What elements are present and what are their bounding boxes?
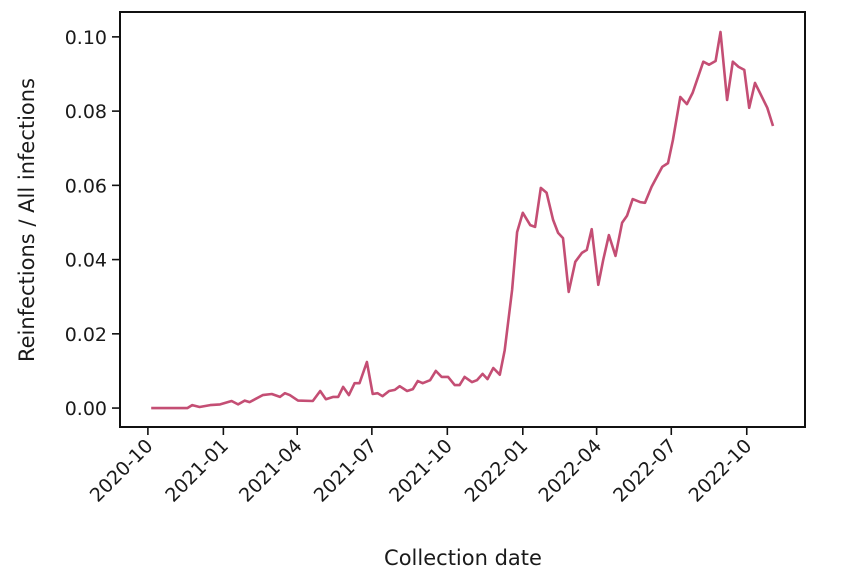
x-tick-label: 2021-04 bbox=[235, 435, 307, 507]
x-tick-label: 2021-10 bbox=[385, 435, 457, 507]
x-tick-label: 2021-07 bbox=[310, 435, 382, 507]
y-tick-label: 0.04 bbox=[65, 250, 107, 272]
y-tick-label: 0.02 bbox=[65, 324, 107, 346]
y-tick-label: 0.00 bbox=[65, 398, 107, 420]
x-tick-label: 2020-10 bbox=[86, 435, 158, 507]
y-tick-label: 0.08 bbox=[65, 101, 107, 123]
y-axis-label: Reinfections / All infections bbox=[15, 78, 39, 362]
x-tick-label: 2022-04 bbox=[534, 435, 606, 507]
y-tick-label: 0.06 bbox=[65, 175, 107, 197]
x-tick-label: 2022-07 bbox=[609, 435, 681, 507]
y-tick-label: 0.10 bbox=[65, 27, 107, 49]
plot-frame bbox=[119, 11, 806, 428]
series-line bbox=[151, 30, 775, 410]
x-tick-label: 2022-01 bbox=[461, 435, 533, 507]
x-tick-label: 2022-10 bbox=[685, 435, 757, 507]
x-tick-label: 2021-01 bbox=[161, 435, 233, 507]
x-axis-label: Collection date bbox=[384, 546, 542, 570]
